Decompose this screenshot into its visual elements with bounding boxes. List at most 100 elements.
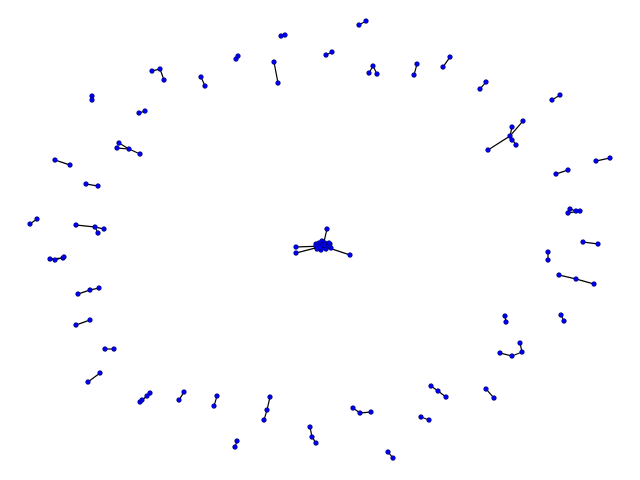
graph-node-90 bbox=[144, 393, 150, 399]
graph-node-112 bbox=[385, 449, 391, 455]
graph-edge-7 bbox=[273, 61, 279, 84]
graph-node-38 bbox=[137, 151, 143, 157]
graph-node-69 bbox=[75, 291, 81, 297]
graph-node-117 bbox=[293, 250, 299, 256]
graph-node-12 bbox=[202, 83, 208, 89]
graph-node-33 bbox=[509, 124, 515, 130]
graph-node-111 bbox=[234, 438, 240, 444]
graph-node-29 bbox=[142, 108, 148, 114]
graph-node-56 bbox=[101, 226, 107, 232]
graph-edge-39 bbox=[575, 278, 595, 285]
graph-node-44 bbox=[553, 171, 559, 177]
graph-node-113 bbox=[390, 455, 396, 461]
graph-node-116 bbox=[347, 252, 353, 258]
graph-node-46 bbox=[83, 181, 89, 187]
graph-node-24 bbox=[549, 97, 555, 103]
graph-node-67 bbox=[573, 276, 579, 282]
graph-node-51 bbox=[577, 208, 583, 214]
graph-node-95 bbox=[211, 403, 217, 409]
node-layer bbox=[27, 18, 613, 461]
graph-node-110 bbox=[232, 444, 238, 450]
graph-node-132 bbox=[326, 240, 332, 246]
graph-node-19 bbox=[411, 72, 417, 78]
graph-node-57 bbox=[95, 230, 101, 236]
graph-node-2 bbox=[356, 22, 362, 28]
graph-node-25 bbox=[557, 92, 563, 98]
graph-node-105 bbox=[418, 414, 424, 420]
graph-node-80 bbox=[517, 340, 523, 346]
graph-node-9 bbox=[157, 66, 163, 72]
graph-node-73 bbox=[503, 319, 509, 325]
graph-node-41 bbox=[67, 162, 73, 168]
graph-edge-16 bbox=[487, 135, 511, 151]
graph-node-23 bbox=[477, 86, 483, 92]
graph-node-54 bbox=[73, 222, 79, 228]
graph-node-37 bbox=[126, 146, 132, 152]
graph-node-104 bbox=[368, 409, 374, 415]
graph-node-3 bbox=[363, 18, 369, 24]
graph-node-6 bbox=[323, 52, 329, 58]
graph-node-30 bbox=[485, 147, 491, 153]
graph-node-78 bbox=[102, 346, 108, 352]
graph-node-93 bbox=[176, 397, 182, 403]
graph-node-130 bbox=[321, 242, 327, 248]
graph-node-61 bbox=[545, 257, 551, 263]
graph-node-53 bbox=[34, 216, 40, 222]
graph-node-7 bbox=[329, 49, 335, 55]
graph-node-75 bbox=[561, 318, 567, 324]
graph-node-15 bbox=[370, 63, 376, 69]
graph-node-83 bbox=[497, 350, 503, 356]
graph-node-131 bbox=[317, 244, 323, 250]
graph-node-1 bbox=[278, 33, 284, 39]
graph-node-43 bbox=[607, 155, 613, 161]
graph-node-58 bbox=[580, 239, 586, 245]
graph-node-31 bbox=[507, 133, 513, 139]
graph-node-59 bbox=[595, 241, 601, 247]
graph-node-40 bbox=[52, 157, 58, 163]
graph-node-109 bbox=[313, 440, 319, 446]
graph-node-71 bbox=[96, 285, 102, 291]
graph-node-47 bbox=[95, 183, 101, 189]
graph-node-96 bbox=[214, 393, 220, 399]
graph-node-36 bbox=[116, 140, 122, 146]
graph-node-18 bbox=[414, 61, 420, 67]
graph-node-107 bbox=[307, 424, 313, 430]
graph-node-55 bbox=[92, 224, 98, 230]
graph-node-100 bbox=[264, 407, 270, 413]
graph-node-48 bbox=[567, 206, 573, 212]
graph-node-72 bbox=[502, 313, 508, 319]
graph-node-126 bbox=[328, 245, 334, 251]
graph-node-10 bbox=[161, 77, 167, 83]
graph-node-114 bbox=[293, 244, 299, 250]
graph-edge-24 bbox=[54, 159, 71, 166]
graph-node-76 bbox=[73, 322, 79, 328]
graph-node-99 bbox=[267, 394, 273, 400]
graph-node-98 bbox=[491, 395, 497, 401]
graph-node-50 bbox=[565, 210, 571, 216]
graph-node-52 bbox=[27, 221, 33, 227]
graph-node-35 bbox=[509, 137, 515, 143]
graph-node-68 bbox=[591, 281, 597, 287]
graph-edge-31 bbox=[75, 224, 96, 228]
graph-node-28 bbox=[136, 110, 142, 116]
graph-node-62 bbox=[47, 256, 53, 262]
graph-node-22 bbox=[483, 79, 489, 85]
graph-node-103 bbox=[357, 410, 363, 416]
graph-node-86 bbox=[428, 383, 434, 389]
graph-node-5 bbox=[235, 53, 241, 59]
graph-node-11 bbox=[198, 74, 204, 80]
graph-node-84 bbox=[85, 379, 91, 385]
graph-node-45 bbox=[565, 167, 571, 173]
graph-node-20 bbox=[447, 54, 453, 60]
graph-node-34 bbox=[513, 142, 519, 148]
graph-node-118 bbox=[324, 226, 330, 232]
graph-node-82 bbox=[509, 353, 515, 359]
graph-node-66 bbox=[556, 272, 562, 278]
graph-node-17 bbox=[374, 71, 380, 77]
graph-node-81 bbox=[519, 349, 525, 355]
graph-node-8 bbox=[149, 68, 155, 74]
graph-node-101 bbox=[261, 417, 267, 423]
graph-node-85 bbox=[97, 370, 103, 376]
graph-node-108 bbox=[309, 434, 315, 440]
